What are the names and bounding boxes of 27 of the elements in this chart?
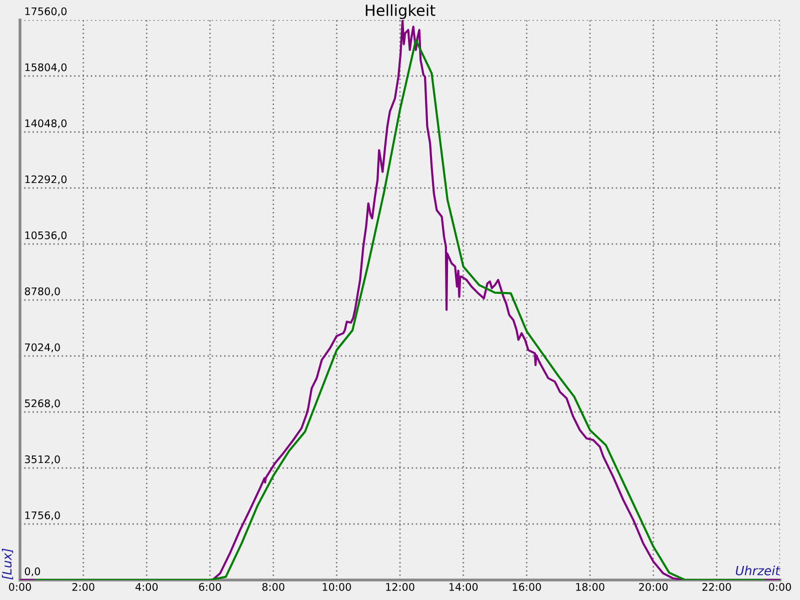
y-tick-label: 1756,0 (25, 511, 60, 520)
x-tick-label: 0:00 (768, 582, 792, 591)
x-tick-label: 6:00 (199, 582, 222, 591)
x-tick-label: 22:00 (702, 582, 731, 591)
y-tick-label: 14048,0 (25, 119, 67, 128)
y-tick-label: 17560,0 (25, 7, 67, 16)
y-axis-title: [Lux] (2, 548, 14, 580)
x-tick-label: 14:00 (449, 582, 478, 591)
x-tick-label: 0:00 (8, 582, 32, 591)
x-tick-label: 4:00 (135, 582, 158, 591)
y-tick-label: 7024,0 (25, 343, 60, 352)
x-axis-title: Uhrzeit (736, 566, 780, 576)
x-tick-label: 8:00 (262, 582, 284, 591)
y-tick-label: 15804,0 (25, 63, 67, 72)
y-tick-label: 10536,0 (25, 231, 67, 240)
x-tick-label: 2:00 (72, 582, 94, 591)
x-tick-label: 16:00 (512, 582, 541, 591)
y-tick-label: 0,0 (24, 567, 40, 576)
x-tick-label: 18:00 (576, 582, 604, 591)
x-tick-label: 10:00 (322, 582, 351, 591)
y-tick-label: 12292,0 (25, 175, 67, 184)
y-tick-label: 5268,0 (24, 399, 60, 408)
x-tick-label: 20:00 (639, 582, 668, 591)
x-tick-label: 12:00 (386, 582, 414, 591)
chart-title: Helligkeit (366, 4, 436, 20)
y-tick-label: 3512,0 (24, 455, 60, 464)
y-tick-label: 8780,0 (24, 287, 60, 296)
